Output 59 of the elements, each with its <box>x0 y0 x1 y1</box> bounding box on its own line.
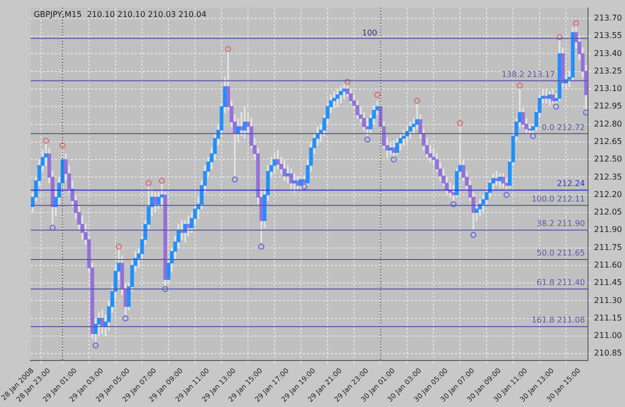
point <box>225 46 232 52</box>
point <box>573 20 580 26</box>
y-tick-label: 211.15 <box>594 313 622 322</box>
y-tick-label: 212.65 <box>594 136 622 146</box>
point <box>470 232 476 238</box>
point <box>122 315 128 322</box>
point <box>146 180 152 186</box>
ref-line-label: 50.0 211.65 <box>536 248 586 258</box>
y-tick-label: 213.40 <box>594 48 622 58</box>
point <box>162 286 168 292</box>
y-tick-label: 212.35 <box>594 172 622 182</box>
point <box>516 82 523 88</box>
ref-line-label: 212.24 <box>557 179 586 188</box>
point <box>390 156 397 163</box>
y-tick-label: 211.45 <box>594 278 622 288</box>
point <box>42 138 49 144</box>
ref-line-label: 161.8 211.08 <box>532 316 586 325</box>
y-tick-label: 212.50 <box>594 154 622 164</box>
point <box>158 178 165 184</box>
ref-line-label: 138.2 213.17 <box>502 70 556 79</box>
chart-title: GBPJPY,M15 210.10 210.10 210.03 210.04 <box>34 10 206 19</box>
y-tick-label: 211.90 <box>594 225 622 234</box>
y-tick-label: 212.80 <box>594 119 622 128</box>
candlestick <box>548 90 552 106</box>
ref-line-label: 61.8 211.40 <box>536 278 586 288</box>
y-tick-label: 211.75 <box>594 242 622 252</box>
y-tick-label: 213.25 <box>594 66 622 76</box>
ref-line-label: 100.0 212.11 <box>532 194 586 204</box>
point <box>530 133 536 140</box>
point <box>556 34 563 40</box>
point <box>364 136 370 143</box>
point <box>504 192 510 198</box>
point <box>450 201 456 208</box>
y-tick-label: 213.55 <box>594 31 622 40</box>
point <box>232 176 238 183</box>
y-tick-label: 212.20 <box>594 190 622 199</box>
point <box>258 244 264 250</box>
point <box>583 110 588 116</box>
y-tick-label: 211.00 <box>594 331 622 340</box>
y-tick-label: 213.10 <box>594 84 622 94</box>
point <box>301 184 308 190</box>
y-tick-label: 212.95 <box>594 102 622 111</box>
y-tick-label: 213.70 <box>594 13 622 22</box>
point <box>414 98 420 104</box>
point <box>50 224 56 231</box>
ref-line-label: 38.2 211.90 <box>536 219 586 228</box>
point <box>344 78 350 85</box>
y-tick-label: 210.85 <box>594 348 622 358</box>
point <box>60 142 66 148</box>
y-tick-label: 212.05 <box>594 208 622 217</box>
point <box>553 104 560 110</box>
annotation: 100 <box>362 28 378 38</box>
point <box>92 342 99 348</box>
point <box>457 120 464 126</box>
y-tick-label: 211.60 <box>594 260 622 270</box>
ref-line-label: 0.0 212.72 <box>542 122 586 132</box>
y-tick-label: 211.30 <box>594 296 622 305</box>
point <box>374 92 380 98</box>
point <box>116 244 122 250</box>
